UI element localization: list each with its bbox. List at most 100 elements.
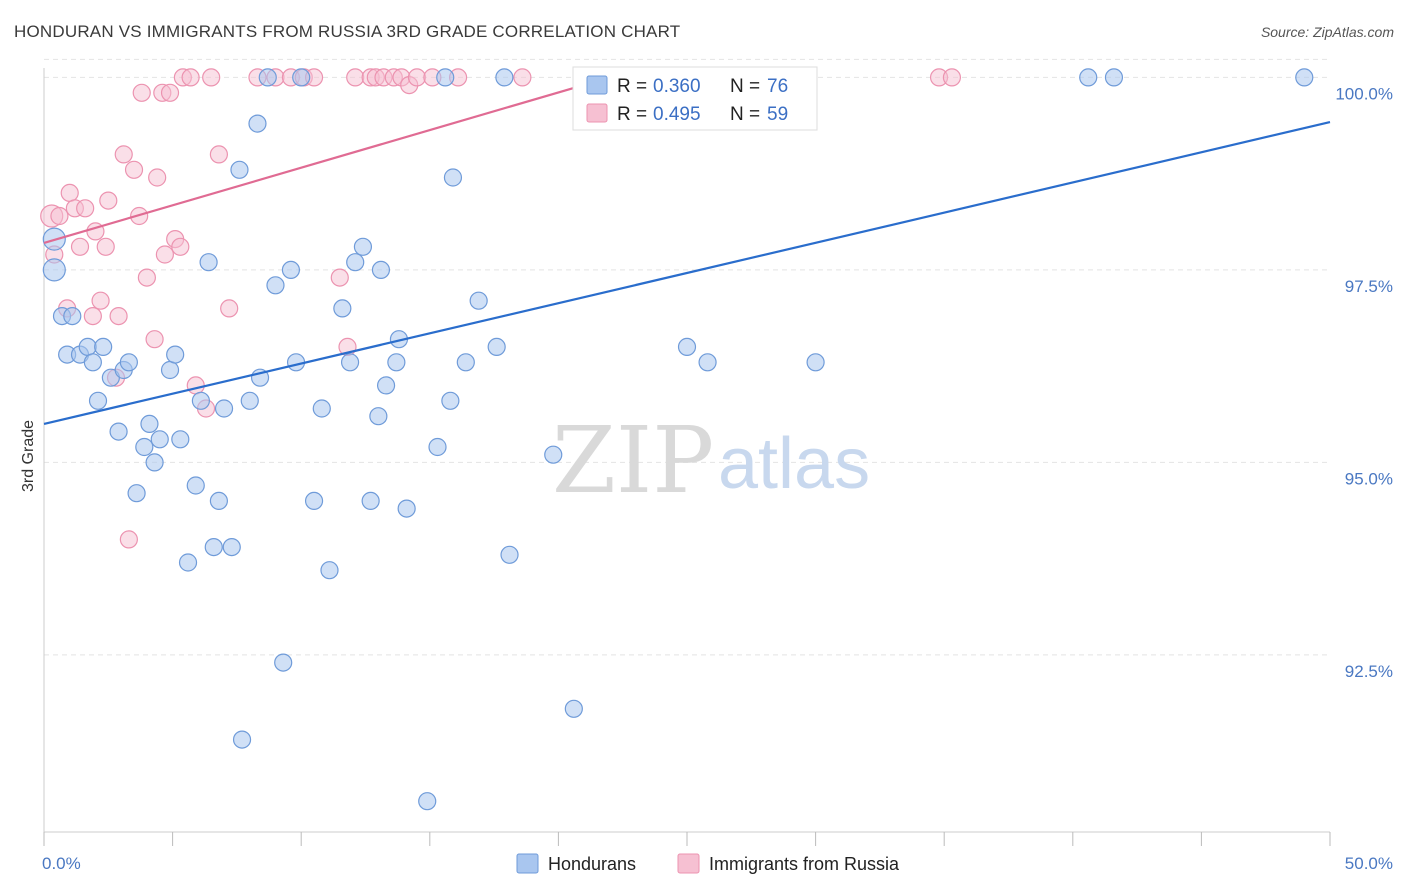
point-honduran-57	[436, 68, 455, 87]
legend-swatch-russia	[586, 103, 608, 123]
point-honduran-14	[127, 484, 146, 503]
point-honduran-4	[63, 307, 82, 326]
legend-r-value-0: 0.360	[653, 76, 701, 97]
point-honduran-47	[353, 237, 373, 256]
point-russia-25	[160, 83, 180, 102]
point-russia-58	[942, 68, 962, 87]
legend-swatch-hondurans	[586, 75, 608, 95]
point-honduran-9	[94, 337, 113, 356]
point-honduran-45	[340, 353, 360, 372]
point-honduran-74	[1104, 68, 1124, 87]
y-tick-label-1: 95.0%	[1345, 469, 1393, 488]
point-honduran-19	[160, 360, 180, 380]
point-honduran-33	[248, 114, 267, 133]
point-honduran-75	[1295, 68, 1314, 87]
point-honduran-20	[166, 345, 185, 364]
source-label: Source: ZipAtlas.com	[1260, 24, 1394, 40]
point-honduran-17	[145, 453, 164, 472]
point-russia-16	[119, 530, 138, 549]
point-russia-2	[50, 206, 69, 226]
point-honduran-27	[209, 491, 228, 510]
y-tick-label-3: 100.0%	[1335, 84, 1393, 103]
point-russia-40	[330, 268, 349, 287]
x-tick-labels: 0.0% 50.0%	[42, 854, 1393, 873]
grid-lines	[44, 58, 1330, 656]
x-tick-label-1: 50.0%	[1345, 854, 1393, 873]
point-russia-29	[181, 68, 200, 87]
chart-title: HONDURAN VS IMMIGRANTS FROM RUSSIA 3RD G…	[14, 22, 681, 41]
point-russia-52	[513, 68, 532, 87]
point-honduran-50	[371, 260, 391, 279]
point-honduran-54	[397, 499, 416, 518]
point-honduran-29	[222, 537, 241, 557]
point-honduran-37	[274, 653, 293, 672]
points-hondurans	[42, 68, 1314, 811]
point-honduran-66	[564, 699, 583, 718]
point-honduran-22	[178, 553, 198, 572]
point-honduran-72	[806, 353, 825, 372]
trend-line-russia	[43, 76, 611, 245]
point-honduran-24	[191, 391, 210, 410]
point-honduran-23	[186, 476, 205, 495]
point-honduran-64	[500, 545, 519, 564]
y-tick-label-2: 97.5%	[1345, 277, 1393, 296]
point-honduran-56	[428, 437, 447, 457]
point-russia-27	[171, 237, 190, 256]
point-honduran-13	[119, 353, 138, 372]
point-russia-4	[60, 183, 79, 202]
legend-r-value-1: 0.495	[653, 104, 701, 125]
point-honduran-7	[83, 353, 102, 372]
point-honduran-11	[109, 422, 128, 441]
legend-n-value-1: 59	[767, 104, 788, 125]
y-tick-label-0: 92.5%	[1345, 662, 1393, 681]
point-honduran-18	[150, 430, 169, 449]
correlation-legend: R = 0.360 N = 76 R = 0.495 N = 59	[572, 66, 818, 131]
point-russia-17	[124, 160, 144, 179]
point-honduran-65	[544, 445, 563, 464]
point-russia-33	[209, 145, 228, 164]
point-russia-30	[186, 376, 205, 395]
legend-r-label-0: R =	[617, 76, 647, 97]
point-honduran-31	[232, 730, 252, 749]
bottom-legend-swatch-hondurans	[516, 853, 539, 874]
legend-n-label-1: N =	[730, 104, 760, 125]
point-honduran-21	[171, 430, 190, 449]
watermark-zip: ZIP	[552, 407, 714, 514]
point-honduran-68	[677, 337, 697, 356]
point-honduran-6	[78, 337, 97, 356]
point-russia-21	[145, 330, 164, 349]
point-honduran-49	[369, 407, 388, 426]
point-honduran-62	[487, 337, 506, 356]
point-honduran-41	[304, 491, 324, 510]
point-honduran-1	[42, 258, 66, 282]
point-russia-20	[137, 268, 156, 287]
y-tick-labels: 92.5% 95.0% 97.5% 100.0%	[1335, 84, 1393, 681]
point-russia-10	[91, 291, 110, 310]
point-russia-12	[99, 191, 118, 210]
point-honduran-25	[199, 253, 218, 272]
y-axis-label: 3rd Grade	[20, 420, 37, 492]
point-honduran-44	[333, 299, 352, 318]
point-honduran-63	[495, 68, 514, 87]
point-russia-14	[109, 307, 128, 326]
watermark-atlas: atlas	[718, 424, 870, 504]
point-honduran-28	[214, 399, 234, 418]
point-russia-11	[96, 237, 115, 256]
point-honduran-48	[361, 491, 380, 510]
axes	[43, 68, 1331, 846]
point-honduran-8	[88, 391, 108, 410]
point-russia-6	[70, 237, 90, 256]
point-honduran-58	[441, 391, 460, 410]
point-honduran-40	[292, 68, 311, 87]
point-russia-15	[114, 145, 133, 164]
point-honduran-46	[346, 253, 365, 272]
point-russia-19	[132, 83, 151, 102]
point-honduran-51	[376, 376, 396, 395]
point-honduran-42	[312, 399, 331, 418]
trend-line-hondurans	[43, 120, 1331, 425]
point-honduran-61	[469, 291, 488, 310]
point-honduran-36	[266, 276, 285, 295]
point-honduran-69	[698, 353, 717, 372]
point-russia-7	[76, 199, 95, 218]
